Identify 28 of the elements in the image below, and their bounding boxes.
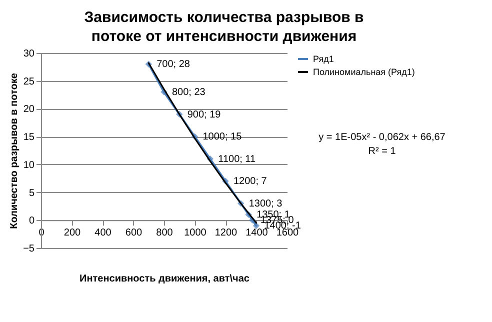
y-tick-label: 0 (28, 216, 35, 227)
data-label: 800; 23 (172, 87, 206, 98)
data-label: 1000; 15 (202, 132, 242, 143)
data-label: 700; 28 (156, 59, 190, 70)
data-label: 1300; 3 (248, 198, 283, 210)
y-tick-label: 5 (28, 188, 35, 199)
x-axis-title: Интенсивность движения, авт\час (80, 274, 250, 284)
y-tick-label: 30 (23, 48, 35, 60)
data-label: 1100; 11 (218, 154, 256, 165)
y-axis-title: Количество разрывов в потоке (9, 72, 20, 229)
x-tick-label: 200 (64, 228, 82, 239)
x-tick-label: 1400 (246, 228, 268, 239)
x-tick-label: 600 (125, 228, 143, 239)
x-tick-label: 800 (156, 228, 174, 239)
data-label: 1200; 7 (234, 176, 268, 188)
chart-title: Зависимость количества разрывов в потоке от интенсивности движения (84, 9, 364, 45)
y-tick-label: 15 (23, 132, 35, 144)
text: y = 1E-05x² - 0,062x + 66,67 R² = 1 (318, 132, 446, 157)
y-tick-label: 10 (23, 160, 35, 171)
x-tick-label: 1000 (184, 228, 207, 239)
x-tick-label: 1200 (214, 228, 238, 239)
x-tick-label: 400 (94, 228, 112, 239)
y-tick-label: 20 (23, 104, 35, 116)
y-tick-label: −5 (23, 244, 35, 254)
data-label: 900; 19 (187, 109, 222, 120)
y-tick-label: 25 (23, 76, 35, 88)
legend-label: Ряд1 (313, 54, 334, 64)
legend-label: Полиномиальная (Ряд1) (313, 67, 415, 77)
